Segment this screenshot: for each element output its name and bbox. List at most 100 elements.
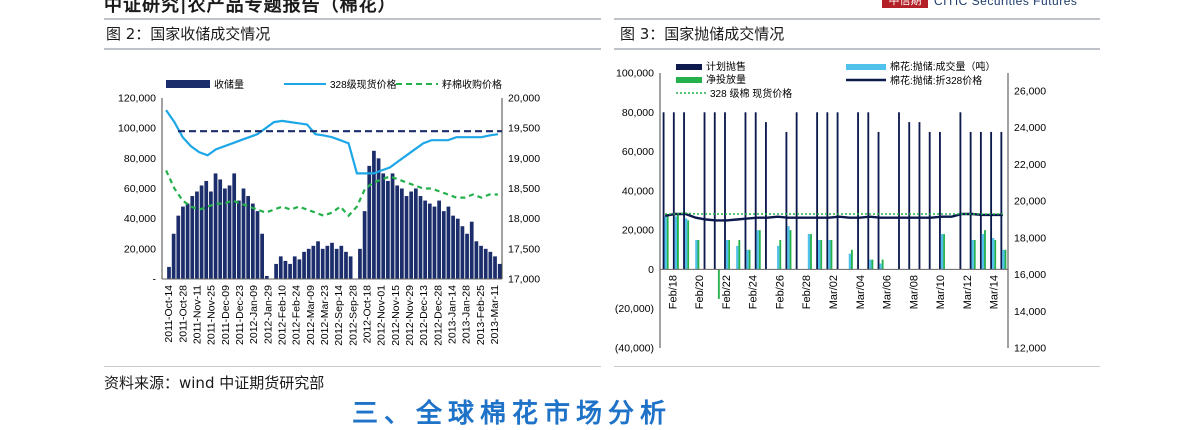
bar [898,112,900,270]
bar [460,226,465,279]
x-tick-label: 2012-Sep-28 [347,285,359,346]
bar [320,248,325,279]
y-right-tick-label: 19,500 [508,123,540,135]
y-right-tick-label: 20,000 [1014,196,1046,208]
x-tick-label: 2012-Nov-01 [376,285,388,346]
y-right-tick-label: 14,000 [1014,306,1046,318]
x-tick-label: 2013-Mar-11 [489,285,501,344]
bar [427,203,432,279]
y-left-tick-label: 0 [648,264,654,276]
y-left-tick-label: - [153,274,157,286]
bar [264,275,269,279]
bar [971,239,974,270]
bar [316,241,320,279]
bar [818,239,821,270]
bar-series [167,150,502,279]
bar [990,131,993,270]
bar [676,214,679,270]
bar [181,206,185,279]
bar [390,173,395,279]
bar [190,196,195,279]
bar [288,263,292,279]
bar [664,216,667,270]
y-left-tick-label: 120,000 [118,93,156,105]
bar [697,239,700,270]
x-tick-label: 2012-Mar-09 [305,285,317,345]
y-right-tick-label: 17,500 [508,243,540,255]
bar [362,211,367,279]
bar [209,191,213,279]
x-tick-label: Feb/28 [801,275,813,309]
bar [871,259,874,270]
bar [807,234,811,270]
legend: 计划抛售 净投放量 328 级棉 现货价格 棉花:抛储:成交量（吨） 棉花:抛储… [676,60,996,100]
x-tick-label: Mar/14 [989,275,1001,309]
bar [297,259,302,279]
series-line [665,212,1003,215]
x-tick-label: 2013-Jan-14 [446,285,458,344]
bar [703,112,706,270]
x-tick-label: Mar/08 [908,275,920,309]
x-tick-label: 2012-Nov-15 [390,285,402,346]
bar [465,233,469,279]
x-tick-label: Feb/20 [694,275,706,309]
bar [736,245,739,270]
x-tick-label: Mar/06 [882,275,894,309]
bar [255,211,260,279]
x-tick-label: 2012-Sep-14 [333,285,345,346]
section-heading: 三、全球棉花市场分析 [352,399,673,429]
bar [176,215,181,279]
bar [869,259,872,270]
bar [227,185,232,279]
bar [195,191,199,279]
bar [758,230,761,270]
x-tick-label: 2012-Dec-13 [418,285,430,346]
bar [881,259,884,270]
bar [246,196,251,279]
bar [1004,249,1007,270]
x-tick-label: 2011-Nov-11 [191,285,203,344]
y-left-tick-label: 80,000 [124,153,156,165]
bar [857,112,859,270]
legend: 收储量 328级现货价格 籽棉收购价格 [166,78,502,91]
bar [666,214,669,270]
y-left-tick-label: 100,000 [616,68,654,80]
x-axis: 2011-Oct-14 2011-Oct-28 2011-Nov-11 2011-No… [162,278,502,346]
divider [104,48,601,50]
bar [713,112,716,270]
bar [672,112,675,270]
bar [497,263,502,279]
bar [877,131,880,270]
bar [218,179,223,279]
bar [918,122,921,270]
legend-swatch-bar [846,64,886,70]
bar [185,203,190,279]
legend-label: 328级现货价格 [330,78,397,91]
bar [344,251,348,279]
bar [376,158,381,279]
bar [836,112,839,270]
y-left-tick-label: 60,000 [622,146,654,158]
bar [662,112,665,270]
bar [278,256,283,279]
legend-label: 籽棉收购价格 [442,78,502,91]
bar [928,131,931,270]
bar [683,112,685,270]
y-right-tick-label: 16,000 [1014,269,1046,281]
bar [167,266,171,279]
bar [413,188,418,279]
y-right-tick-label: 18,000 [508,213,540,225]
bar [979,131,982,270]
bar [994,239,997,270]
bar [199,185,204,279]
x-tick-label: 2012-Dec-28 [432,285,444,346]
bar [311,245,316,279]
bar [728,239,731,270]
legend-label: 棉花:抛储:折328价格 [890,74,982,87]
y-right-tick-label: 19,000 [508,153,540,165]
bar [404,196,409,279]
bar [738,239,741,270]
bar [474,241,479,279]
bar [746,249,749,270]
bar [325,245,330,279]
